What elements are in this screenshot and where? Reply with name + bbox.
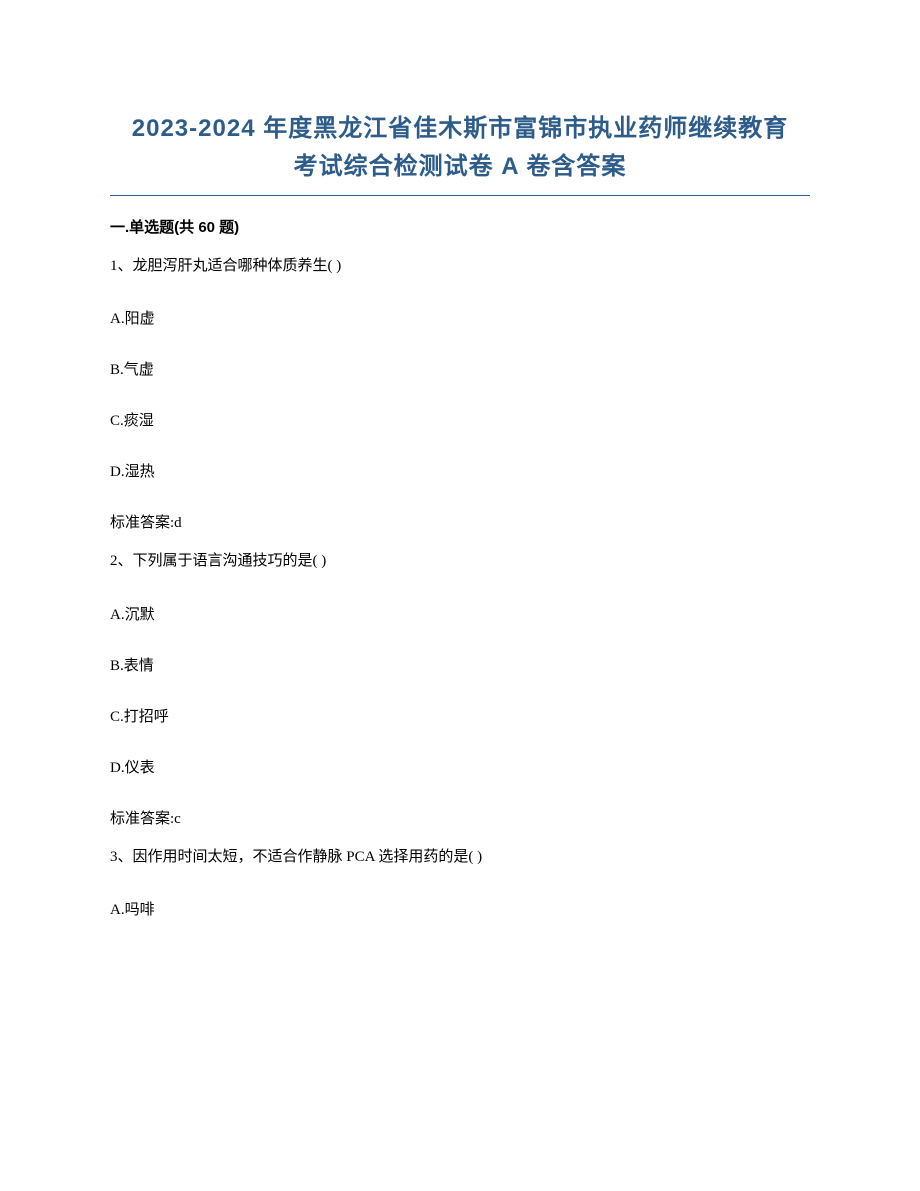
question-1-option-a: A.阳虚 (110, 307, 810, 328)
question-1-answer: 标准答案:d (110, 511, 810, 532)
question-2-text: 2、下列属于语言沟通技巧的是( ) (110, 550, 810, 573)
question-2-option-c: C.打招呼 (110, 705, 810, 726)
question-1-option-b: B.气虚 (110, 358, 810, 379)
question-3-text: 3、因作用时间太短，不适合作静脉 PCA 选择用药的是( ) (110, 846, 810, 869)
question-2-answer: 标准答案:c (110, 807, 810, 828)
title-line-2: 考试综合检测试卷 A 卷含答案 (294, 153, 627, 180)
question-2-option-a: A.沉默 (110, 603, 810, 624)
question-3-option-a: A.吗啡 (110, 898, 810, 919)
section-header: 一.单选题(共 60 题) (110, 216, 810, 237)
question-2-option-b: B.表情 (110, 654, 810, 675)
page-title: 2023-2024 年度黑龙江省佳木斯市富锦市执业药师继续教育 考试综合检测试卷… (110, 110, 810, 187)
question-1-option-c: C.痰湿 (110, 409, 810, 430)
question-1-option-d: D.湿热 (110, 460, 810, 481)
question-2-option-d: D.仪表 (110, 756, 810, 777)
title-line-1: 2023-2024 年度黑龙江省佳木斯市富锦市执业药师继续教育 (132, 115, 788, 142)
question-1-text: 1、龙胆泻肝丸适合哪种体质养生( ) (110, 255, 810, 278)
title-underline (110, 195, 810, 196)
